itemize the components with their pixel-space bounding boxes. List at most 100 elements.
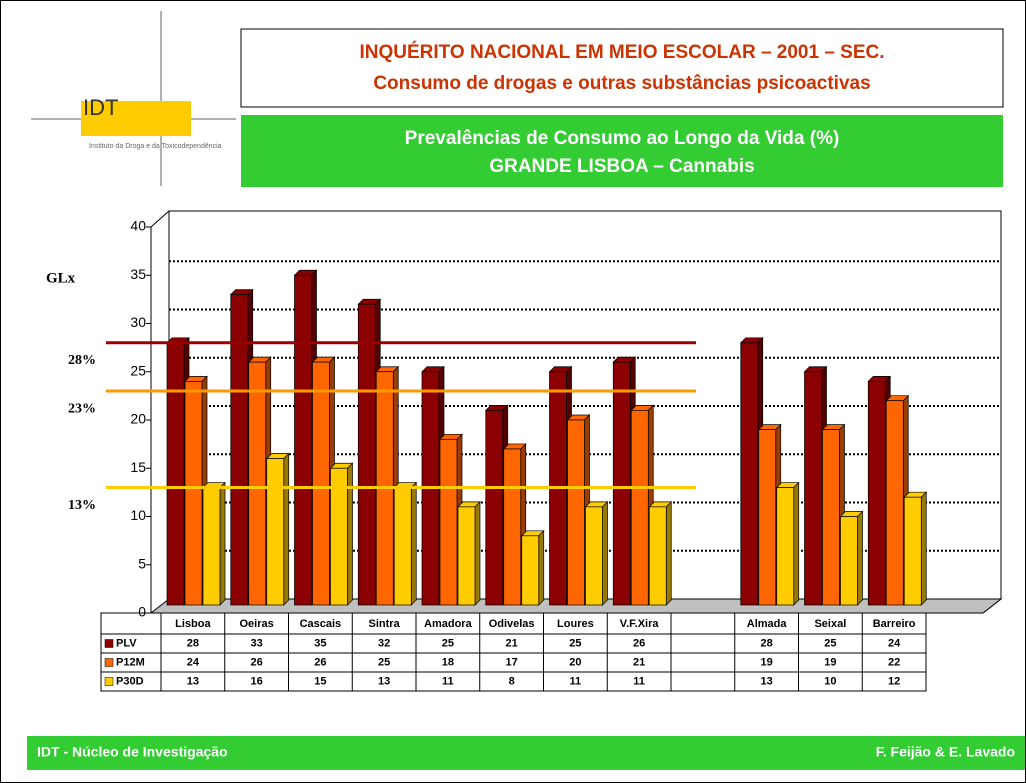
- x-tick-label: Lisboa: [175, 618, 211, 630]
- legend-swatch: [104, 677, 114, 686]
- bar: [585, 506, 603, 606]
- x-tick-label: Odivelas: [489, 618, 535, 630]
- logo-block: [81, 101, 191, 136]
- bar: [804, 371, 822, 606]
- bar: [393, 487, 412, 606]
- bar: [439, 438, 458, 606]
- table-value: 11: [442, 675, 454, 687]
- bar: [740, 342, 759, 606]
- bar: [184, 381, 203, 606]
- bar-side: [474, 501, 481, 606]
- table-value: 24: [888, 637, 901, 649]
- title: INQUÉRITO NACIONAL EM MEIO ESCOLAR – 200…: [359, 41, 884, 63]
- table-value: 25: [824, 637, 836, 649]
- x-tick-label: Cascais: [300, 618, 342, 630]
- bar: [822, 429, 840, 606]
- x-tick-label: Barreiro: [873, 618, 916, 630]
- table-value: 25: [378, 656, 390, 668]
- x-tick-label: Loures: [557, 618, 594, 630]
- table-value: 10: [824, 675, 836, 687]
- table-value: 12: [888, 675, 900, 687]
- table-value: 28: [187, 637, 199, 649]
- title-box: [240, 28, 1004, 108]
- x-tick-label: Seixal: [814, 618, 846, 630]
- x-tick-label: V.F.Xira: [620, 618, 660, 630]
- table-value: 28: [761, 637, 773, 649]
- x-tick-label: Amadora: [424, 618, 473, 630]
- y-tick-label: 20: [130, 411, 146, 427]
- bar: [312, 361, 330, 606]
- y-tick-label: 25: [130, 362, 146, 378]
- table-value: 13: [761, 675, 773, 687]
- legend-swatch: [104, 658, 114, 667]
- bar: [330, 467, 348, 606]
- reference-label: 23%: [68, 401, 96, 416]
- legend-swatch: [104, 639, 114, 648]
- bar: [885, 400, 904, 606]
- bar: [248, 361, 267, 606]
- title: Consumo de drogas e outras substâncias p…: [373, 73, 870, 94]
- x-tick-label: Oeiras: [240, 618, 274, 630]
- table-value: 24: [187, 656, 200, 668]
- bar: [776, 487, 795, 606]
- bar: [457, 506, 476, 606]
- table-value: 11: [633, 675, 645, 687]
- bar: [903, 496, 922, 606]
- legend-label: P12M: [116, 656, 145, 668]
- table-value: 26: [251, 656, 263, 668]
- footer-right: F. Feijão & E. Lavado: [876, 744, 1015, 760]
- table-value: 17: [506, 656, 518, 668]
- bar-side: [602, 501, 608, 606]
- bar: [166, 342, 185, 606]
- bar: [648, 506, 667, 606]
- bar: [357, 303, 376, 606]
- table-value: 13: [187, 675, 199, 687]
- y-tick-label: 40: [130, 218, 146, 234]
- logo-subtitle: Instituto da Droga e da Toxicodependênci…: [89, 143, 222, 150]
- table-value: 22: [888, 656, 900, 668]
- table-value: 19: [824, 656, 836, 668]
- table-value: 25: [442, 637, 454, 649]
- subtitle-box: [241, 115, 1003, 187]
- footer-bar: [27, 736, 1025, 770]
- y-tick-label: 15: [130, 459, 146, 475]
- bar: [840, 516, 858, 606]
- y-tick-label: 30: [130, 314, 146, 330]
- table-value: 21: [633, 656, 645, 668]
- bar-side: [665, 501, 672, 606]
- y-tick-label: 0: [138, 604, 146, 620]
- bar-side: [219, 481, 226, 606]
- reference-label: 28%: [68, 353, 96, 368]
- legend-label: PLV: [116, 637, 137, 649]
- footer-left: IDT - Núcleo de Investigação: [37, 744, 228, 760]
- bar-side: [283, 452, 290, 606]
- x-tick-label: Almada: [747, 618, 788, 630]
- y-tick-label: 5: [138, 555, 146, 571]
- group-label: GLx: [46, 270, 76, 286]
- bar: [630, 410, 649, 606]
- logo-text: IDT: [83, 95, 118, 120]
- bar-side: [920, 491, 927, 606]
- bar: [758, 429, 777, 606]
- table-value: 21: [506, 637, 518, 649]
- table-value: 26: [314, 656, 326, 668]
- bar-side: [538, 529, 545, 606]
- x-tick-label: Sintra: [369, 618, 401, 630]
- table-value: 33: [251, 637, 263, 649]
- y-tick-label: 10: [130, 507, 146, 523]
- subtitle: Prevalências de Consumo ao Longo da Vida…: [405, 128, 840, 149]
- table-value: 16: [251, 675, 263, 687]
- bar: [503, 448, 522, 606]
- table-value: 25: [569, 637, 581, 649]
- legend-label: P30D: [116, 675, 144, 687]
- bar: [485, 410, 504, 606]
- bar: [867, 381, 886, 606]
- table-value: 11: [570, 675, 582, 687]
- bar: [294, 274, 312, 606]
- bar: [612, 361, 631, 606]
- bar-side: [857, 510, 863, 606]
- bar: [521, 535, 540, 606]
- bar: [202, 487, 221, 606]
- y-tick-label: 35: [130, 266, 146, 282]
